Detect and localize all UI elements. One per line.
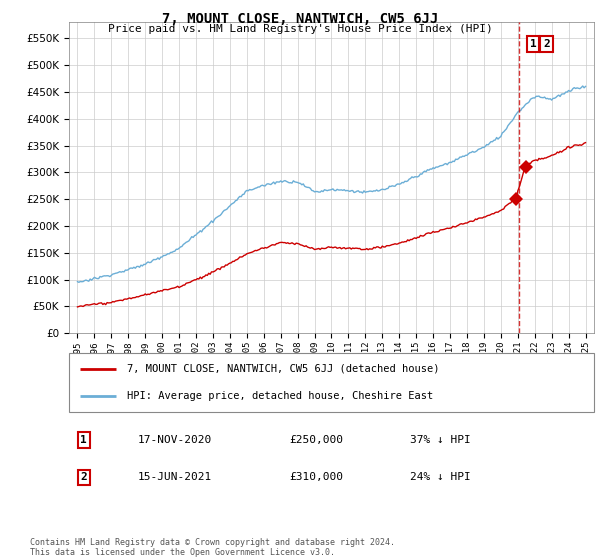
- FancyBboxPatch shape: [69, 353, 594, 412]
- Text: 1: 1: [80, 435, 87, 445]
- Text: Price paid vs. HM Land Registry's House Price Index (HPI): Price paid vs. HM Land Registry's House …: [107, 24, 493, 34]
- Text: 2: 2: [80, 473, 87, 482]
- Text: £310,000: £310,000: [290, 473, 343, 482]
- Text: 15-JUN-2021: 15-JUN-2021: [137, 473, 212, 482]
- Text: 7, MOUNT CLOSE, NANTWICH, CW5 6JJ: 7, MOUNT CLOSE, NANTWICH, CW5 6JJ: [162, 12, 438, 26]
- Text: 37% ↓ HPI: 37% ↓ HPI: [410, 435, 471, 445]
- Text: 7, MOUNT CLOSE, NANTWICH, CW5 6JJ (detached house): 7, MOUNT CLOSE, NANTWICH, CW5 6JJ (detac…: [127, 363, 439, 374]
- Text: 24% ↓ HPI: 24% ↓ HPI: [410, 473, 471, 482]
- Text: HPI: Average price, detached house, Cheshire East: HPI: Average price, detached house, Ches…: [127, 391, 433, 401]
- Text: £250,000: £250,000: [290, 435, 343, 445]
- Text: Contains HM Land Registry data © Crown copyright and database right 2024.
This d: Contains HM Land Registry data © Crown c…: [30, 538, 395, 557]
- Text: 17-NOV-2020: 17-NOV-2020: [137, 435, 212, 445]
- Text: 2: 2: [543, 39, 550, 49]
- Text: 1: 1: [530, 39, 536, 49]
